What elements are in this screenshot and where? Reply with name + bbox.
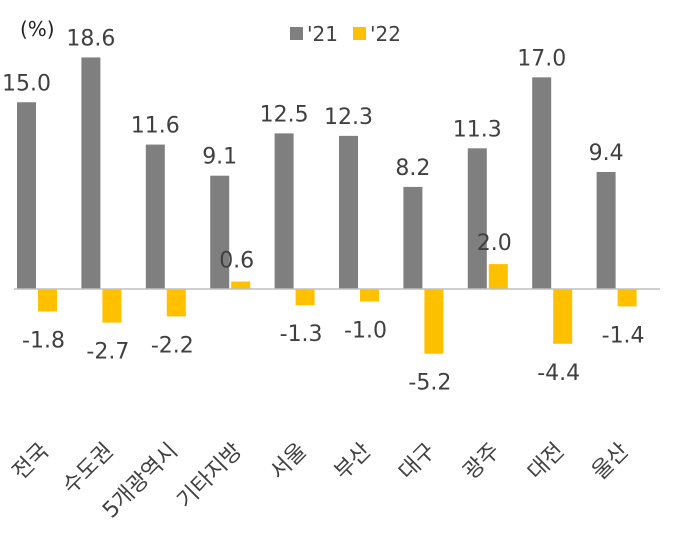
bar-22-9 (617, 289, 637, 307)
category-label-5: 부산 (330, 439, 376, 485)
bar-21-6 (403, 186, 423, 289)
legend-label-0: '21 (307, 22, 338, 46)
category-label-7: 광주 (459, 439, 505, 485)
bar-22-6 (424, 289, 444, 354)
value-label-22-7: 2.0 (477, 231, 512, 256)
legend-swatch-1 (353, 27, 366, 40)
bar-21-4 (274, 133, 294, 289)
bar-21-7 (467, 148, 487, 289)
value-label-21-8: 17.0 (517, 46, 566, 71)
bars (17, 57, 637, 354)
legend: '21 '22 (290, 22, 401, 46)
bar-21-5 (339, 135, 358, 289)
value-label-21-4: 12.5 (260, 102, 309, 127)
bar-22-8 (553, 289, 573, 344)
unit-label: (%) (20, 17, 55, 41)
bar-21-0 (17, 102, 36, 289)
bar-21-9 (596, 171, 616, 289)
bar-21-8 (532, 77, 552, 289)
value-label-21-9: 9.4 (589, 141, 624, 166)
legend-label-1: '22 (370, 22, 401, 46)
value-label-21-3: 9.1 (202, 145, 237, 170)
bar-21-2 (145, 144, 165, 289)
category-label-8: 대전 (523, 439, 569, 485)
bar-22-7 (488, 264, 508, 289)
bar-21-1 (81, 57, 101, 290)
value-label-22-0: -1.8 (22, 328, 65, 353)
value-label-21-7: 11.3 (453, 117, 502, 142)
bar-21-3 (210, 175, 230, 289)
value-label-22-8: -4.4 (537, 361, 580, 386)
value-label-21-1: 18.6 (66, 26, 115, 51)
value-label-22-3: 0.6 (219, 249, 254, 274)
value-label-22-4: -1.3 (280, 322, 323, 347)
legend-swatch-0 (290, 27, 303, 40)
value-label-22-2: -2.2 (151, 333, 194, 358)
bar-22-2 (166, 289, 186, 317)
bar-22-4 (295, 289, 315, 306)
value-label-22-9: -1.4 (602, 323, 645, 348)
category-label-6: 대구 (394, 439, 440, 485)
value-label-21-2: 11.6 (131, 114, 180, 139)
bar-22-3 (231, 281, 251, 289)
category-label-1: 수도권 (58, 439, 119, 500)
category-label-9: 울산 (588, 439, 634, 485)
value-label-21-6: 8.2 (395, 156, 430, 181)
value-label-22-6: -5.2 (408, 371, 451, 396)
category-label-0: 전국 (8, 439, 54, 485)
value-label-21-5: 12.3 (324, 105, 373, 130)
value-labels: 15.0 -1.8 18.6 -2.7 11.6 -2.2 9.1 0.6 12.5 -1.3 12… (2, 26, 645, 395)
bar-22-5 (360, 289, 379, 302)
value-label-22-1: -2.7 (86, 340, 129, 365)
bar-22-0 (38, 289, 57, 312)
value-label-21-0: 15.0 (2, 71, 51, 96)
category-label-4: 서울 (266, 439, 312, 485)
bar-22-1 (102, 289, 122, 323)
value-label-22-5: -1.0 (344, 318, 387, 343)
category-label-3: 기타지방 (173, 439, 248, 514)
